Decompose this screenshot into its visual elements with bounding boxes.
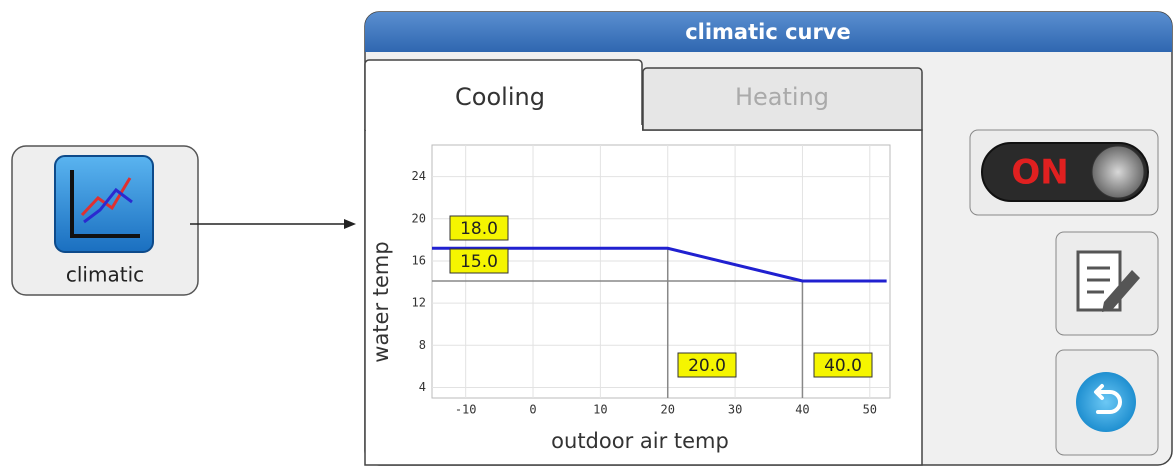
panel-header [365,12,1172,52]
back-icon [1076,372,1136,432]
setpoint-box[interactable] [677,352,737,378]
edit-icon [1102,270,1140,312]
setpoint-box[interactable] [813,352,873,378]
icon-line [83,187,133,224]
edit-button[interactable] [1055,231,1159,336]
launcher-label: climatic [66,263,144,287]
x-tick-label: 0 [529,403,536,417]
edit-icon [1087,266,1110,294]
y-tick-label: 8 [419,338,426,352]
x-tick-label: 20 [661,403,675,417]
setpoint-label: 40.0 [824,356,862,376]
tab-cooling[interactable] [364,59,643,130]
y-tick-label: 16 [412,253,426,267]
setpoint-label: 20.0 [688,356,726,376]
chart: -10 0 10 20 30 40 50 4 8 12 16 20 24 18.0 15.0 20.0 40.0 [412,145,890,417]
back-icon [1094,384,1122,414]
y-tick-label: 20 [412,211,426,225]
x-tick-label: 10 [593,403,607,417]
y-tick-label: 4 [419,380,426,394]
x-axis-title: outdoor air temp [551,429,729,453]
setpoint-label: 18.0 [460,219,498,239]
setpoint-box[interactable] [449,215,509,241]
tab-join [366,125,642,133]
x-tick-label: 50 [863,403,877,417]
back-button[interactable] [1055,349,1159,456]
setpoint-label: 15.0 [460,252,498,272]
launcher-button[interactable]: climatic [11,145,199,296]
tab-label: Cooling [455,83,545,111]
y-tick-label: 24 [412,169,426,183]
y-tick-label: 12 [412,296,426,310]
icon-axes [70,170,140,238]
curve-line [432,246,887,283]
tab-heating[interactable] [642,67,923,131]
arrow-head [344,219,356,229]
x-tick-label: 30 [728,403,742,417]
switch-knob [1091,145,1145,199]
setpoint-box[interactable] [449,248,509,274]
switch-label: ON [1011,153,1068,193]
switch-button[interactable]: ON [969,129,1159,216]
panel-title: climatic curve [685,20,851,44]
x-tick-label: 40 [795,403,809,417]
x-tick-label: -10 [455,403,477,417]
y-axis-title: water temp [369,241,393,362]
tab-label: Heating [735,83,829,111]
